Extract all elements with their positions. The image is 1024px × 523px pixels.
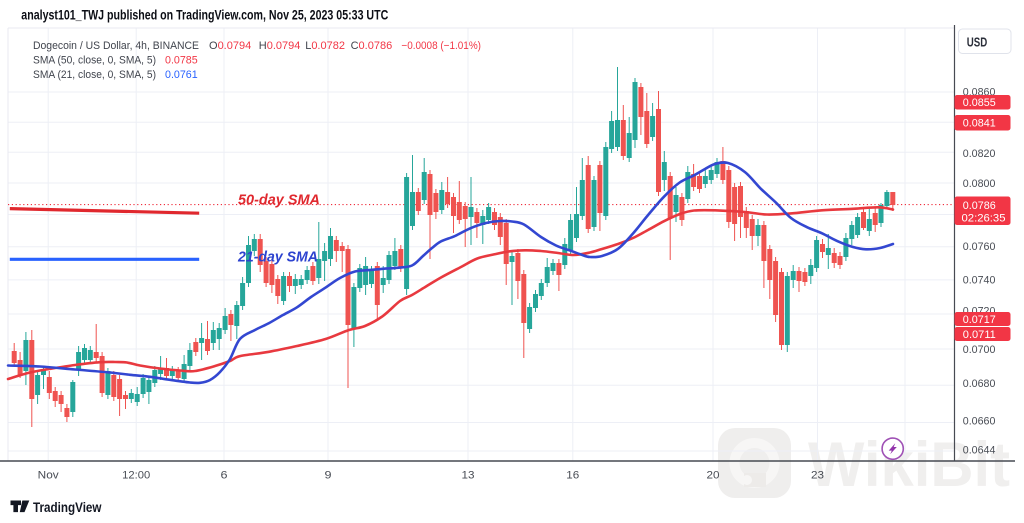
svg-text:0.0800: 0.0800	[963, 178, 996, 190]
svg-text:9: 9	[325, 469, 332, 481]
svg-text:0.0680: 0.0680	[963, 378, 996, 390]
svg-text:H0.0794: H0.0794	[259, 40, 301, 52]
svg-text:16: 16	[566, 469, 579, 481]
svg-text:SMA (50, close, 0, SMA, 5): SMA (50, close, 0, SMA, 5)	[33, 55, 156, 67]
svg-text:0.0820: 0.0820	[963, 148, 996, 160]
svg-text:O0.0794: O0.0794	[209, 40, 251, 52]
svg-text:0.0711: 0.0711	[963, 329, 996, 341]
svg-text:0.0761: 0.0761	[165, 69, 198, 81]
svg-text:0.0785: 0.0785	[165, 55, 198, 67]
svg-text:12:00: 12:00	[122, 469, 150, 481]
svg-text:0.0786: 0.0786	[963, 200, 996, 212]
svg-text:0.0855: 0.0855	[963, 97, 996, 109]
svg-text:13: 13	[462, 469, 475, 481]
svg-text:21-day SMA: 21-day SMA	[237, 249, 318, 265]
svg-text:SMA (21, close, 0, SMA, 5): SMA (21, close, 0, SMA, 5)	[33, 69, 156, 81]
svg-text:0.0700: 0.0700	[963, 344, 996, 356]
svg-text:0.0760: 0.0760	[963, 241, 996, 253]
svg-text:0.0660: 0.0660	[963, 415, 996, 427]
svg-text:0.0740: 0.0740	[963, 274, 996, 286]
svg-text:50-day SMA: 50-day SMA	[238, 192, 320, 208]
svg-text:C0.0786: C0.0786	[351, 40, 393, 52]
svg-text:6: 6	[221, 469, 228, 481]
svg-text:02:26:35: 02:26:35	[962, 213, 1006, 225]
svg-text:23: 23	[811, 469, 824, 481]
svg-text:Nov: Nov	[38, 469, 60, 481]
svg-text:analyst101_TWJ published on Tr: analyst101_TWJ published on TradingView.…	[21, 7, 388, 22]
svg-text:0.0841: 0.0841	[963, 118, 996, 130]
svg-text:L0.0782: L0.0782	[305, 40, 345, 52]
svg-text:0.0644: 0.0644	[963, 445, 996, 457]
svg-text:−0.0008 (−1.01%): −0.0008 (−1.01%)	[401, 40, 481, 52]
svg-text:USD: USD	[967, 36, 988, 50]
svg-text:WikiBit: WikiBit	[808, 430, 1010, 500]
svg-text:Dogecoin / US Dollar, 4h, BINA: Dogecoin / US Dollar, 4h, BINANCE	[33, 40, 199, 52]
svg-text:20: 20	[707, 469, 720, 481]
svg-text:0.0717: 0.0717	[963, 314, 996, 326]
svg-text:TradingView: TradingView	[33, 500, 102, 515]
